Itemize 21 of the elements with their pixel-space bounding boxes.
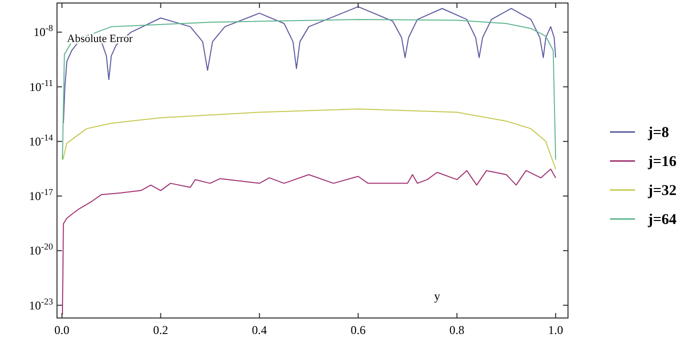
y-tick-label: 10$^{-20}$ [29,242,54,258]
legend-label: j=8 [647,125,670,141]
y-tick-label: 10$^{-8}$ [34,23,54,40]
x-tick-label: 0.8 [449,323,464,337]
y-tick-label: 10$^{-23}$ [29,296,54,312]
y-tick-label: 10$^{-14}$ [29,132,54,148]
line-series [62,108,556,170]
x-tick-label: 0.2 [153,323,168,337]
x-tick-label: 0.4 [252,323,267,337]
legend-label: j=64 [647,212,678,228]
line-series [62,18,556,160]
legend-label: j=16 [647,154,678,170]
y-tick-label: 10$^{-11}$ [29,78,53,94]
x-axis-title: y [434,289,440,303]
legend-label: j=32 [647,183,677,199]
x-tick-label: 1.0 [548,323,564,337]
x-tick-label: 0.6 [350,323,366,337]
x-tick-label: 0.0 [54,323,70,337]
line-series [62,6,556,124]
line-series [62,168,556,316]
y-tick-label: 10$^{-17}$ [29,187,54,204]
